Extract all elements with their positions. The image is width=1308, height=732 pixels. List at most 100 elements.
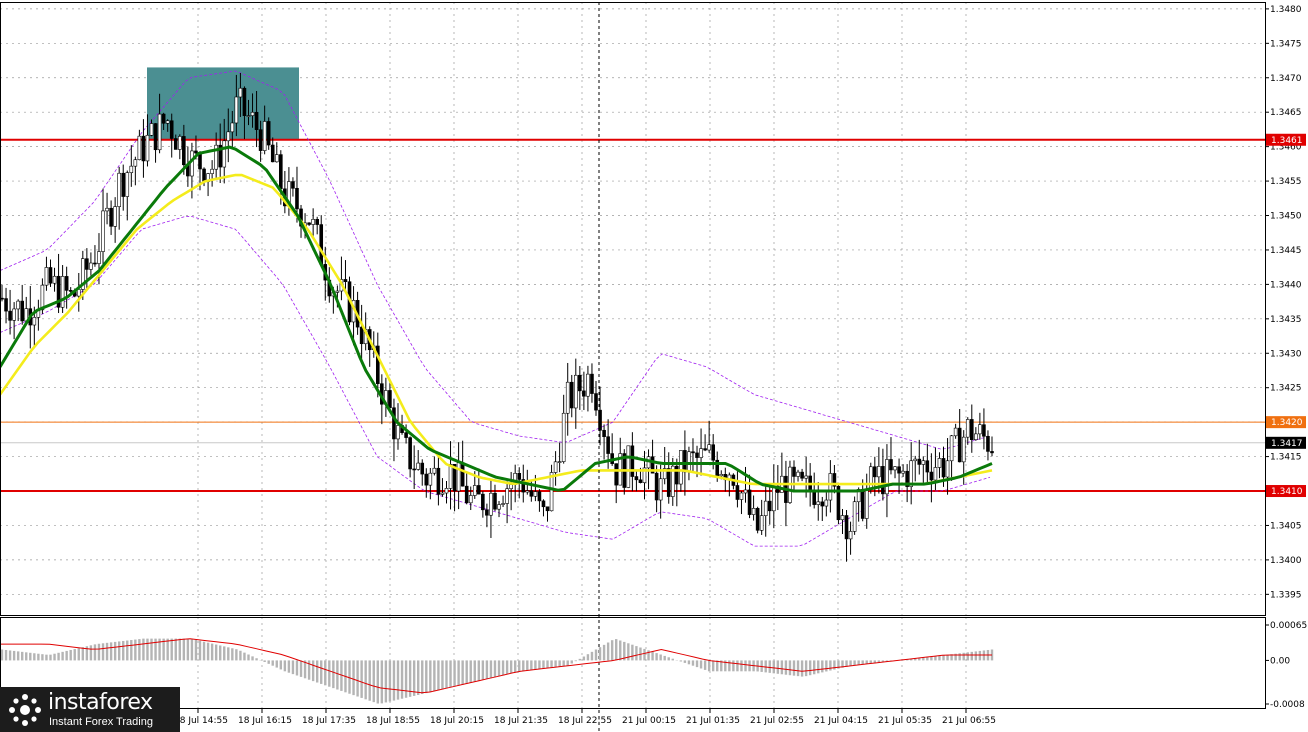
candle-body bbox=[254, 111, 259, 130]
time-tick-label: 18 Jul 16:15 bbox=[238, 716, 292, 726]
price-tick-label: 1.3435 bbox=[1270, 315, 1302, 325]
candle-body bbox=[598, 409, 602, 431]
candle-body bbox=[561, 412, 566, 462]
candle-body bbox=[836, 485, 841, 521]
candle-body bbox=[965, 419, 970, 438]
candle-body bbox=[755, 508, 760, 531]
candle-body bbox=[751, 508, 756, 515]
time-tick-label: 21 Jul 04:15 bbox=[814, 716, 868, 726]
candle-body bbox=[703, 448, 707, 451]
candle-body bbox=[679, 450, 683, 485]
candle-body bbox=[250, 111, 255, 116]
candle-body bbox=[961, 436, 966, 463]
candle-body bbox=[800, 471, 804, 479]
level-tag bbox=[1266, 485, 1306, 498]
candle-body bbox=[222, 140, 227, 168]
candle-body bbox=[707, 444, 711, 451]
candle-body bbox=[767, 500, 772, 512]
osc-tick-label: 0.00 bbox=[1270, 656, 1290, 666]
candle-body bbox=[759, 515, 764, 531]
candle-body bbox=[804, 475, 808, 479]
envelope-bands bbox=[0, 70, 991, 547]
logo-icon bbox=[9, 694, 41, 726]
candle-body bbox=[957, 427, 962, 463]
candle-body bbox=[125, 172, 130, 197]
price-tick-label: 1.3460 bbox=[1270, 143, 1302, 153]
candle-body bbox=[747, 489, 752, 515]
candle-body bbox=[4, 298, 8, 312]
candle-body bbox=[545, 506, 550, 512]
price-tick-label: 1.3455 bbox=[1270, 177, 1302, 187]
candle-body bbox=[582, 390, 586, 397]
candle-body bbox=[533, 491, 538, 497]
candle-body bbox=[424, 473, 429, 486]
candle-body bbox=[428, 472, 433, 486]
candle-body bbox=[173, 138, 178, 150]
candle-body bbox=[917, 458, 922, 465]
candle-body bbox=[274, 154, 279, 163]
candle-body bbox=[230, 122, 235, 133]
candle-body bbox=[258, 129, 263, 151]
candle-body bbox=[666, 468, 671, 497]
candle-body bbox=[412, 468, 416, 471]
time-tick-label: 18 Jul 18:55 bbox=[366, 716, 420, 726]
candle-body bbox=[658, 478, 663, 501]
level-tag-label: 1.3461 bbox=[1271, 136, 1303, 146]
candle-body bbox=[68, 290, 73, 292]
candle-body bbox=[113, 206, 117, 227]
candle-body bbox=[153, 123, 158, 151]
candle-body bbox=[602, 429, 606, 437]
logo-tagline: Instant Forex Trading bbox=[49, 716, 153, 728]
candle-body bbox=[840, 515, 845, 521]
candle-body bbox=[295, 187, 299, 210]
candle-body bbox=[226, 131, 231, 142]
slow-ma bbox=[0, 173, 993, 486]
candle-body bbox=[404, 432, 408, 438]
osc-tick-label: -0.0008 bbox=[1270, 700, 1305, 710]
candle-body bbox=[990, 451, 994, 454]
candle-body bbox=[64, 276, 69, 291]
candle-body bbox=[44, 267, 49, 286]
time-tick-label: 18 Jul 22:55 bbox=[558, 716, 612, 726]
candle-body bbox=[921, 460, 926, 465]
candle-body bbox=[642, 467, 647, 483]
candle-body bbox=[525, 490, 530, 493]
candle-body bbox=[941, 458, 946, 478]
candle-body bbox=[844, 515, 849, 540]
price-tick-label: 1.3415 bbox=[1270, 453, 1302, 463]
candle-body bbox=[218, 144, 223, 168]
candle-body bbox=[521, 479, 526, 493]
oscillator-panel: 0.00065 0.00 -0.0008 bbox=[0, 621, 1307, 710]
candle-body bbox=[497, 504, 501, 510]
candle-body bbox=[901, 470, 905, 474]
candle-body bbox=[319, 224, 324, 265]
candle-body bbox=[89, 262, 93, 270]
candle-body bbox=[157, 113, 162, 151]
price-tick-label: 1.3475 bbox=[1270, 39, 1302, 49]
candle-body bbox=[460, 462, 465, 487]
candle-body bbox=[739, 492, 744, 500]
price-tick-label: 1.3395 bbox=[1270, 590, 1302, 600]
candle-body bbox=[590, 373, 594, 394]
candle-body bbox=[505, 488, 509, 504]
candle-body bbox=[687, 451, 691, 473]
candle-body bbox=[262, 121, 267, 151]
candle-body bbox=[695, 452, 699, 458]
level-tag-label: 1.3417 bbox=[1271, 439, 1303, 449]
candle-body bbox=[40, 284, 45, 311]
candle-body bbox=[832, 473, 837, 487]
candle-body bbox=[711, 444, 715, 461]
level-tag-label: 1.3420 bbox=[1271, 418, 1303, 428]
candle-body bbox=[420, 462, 425, 475]
candle-body bbox=[606, 436, 610, 454]
candle-body bbox=[133, 159, 138, 167]
candle-body bbox=[824, 499, 829, 507]
candle-body bbox=[129, 165, 134, 173]
osc-signal bbox=[0, 638, 992, 694]
candle-body bbox=[448, 463, 453, 489]
candle-body bbox=[909, 460, 913, 487]
candle-body bbox=[48, 267, 53, 284]
candle-body bbox=[210, 168, 214, 174]
candle-body bbox=[456, 462, 461, 492]
